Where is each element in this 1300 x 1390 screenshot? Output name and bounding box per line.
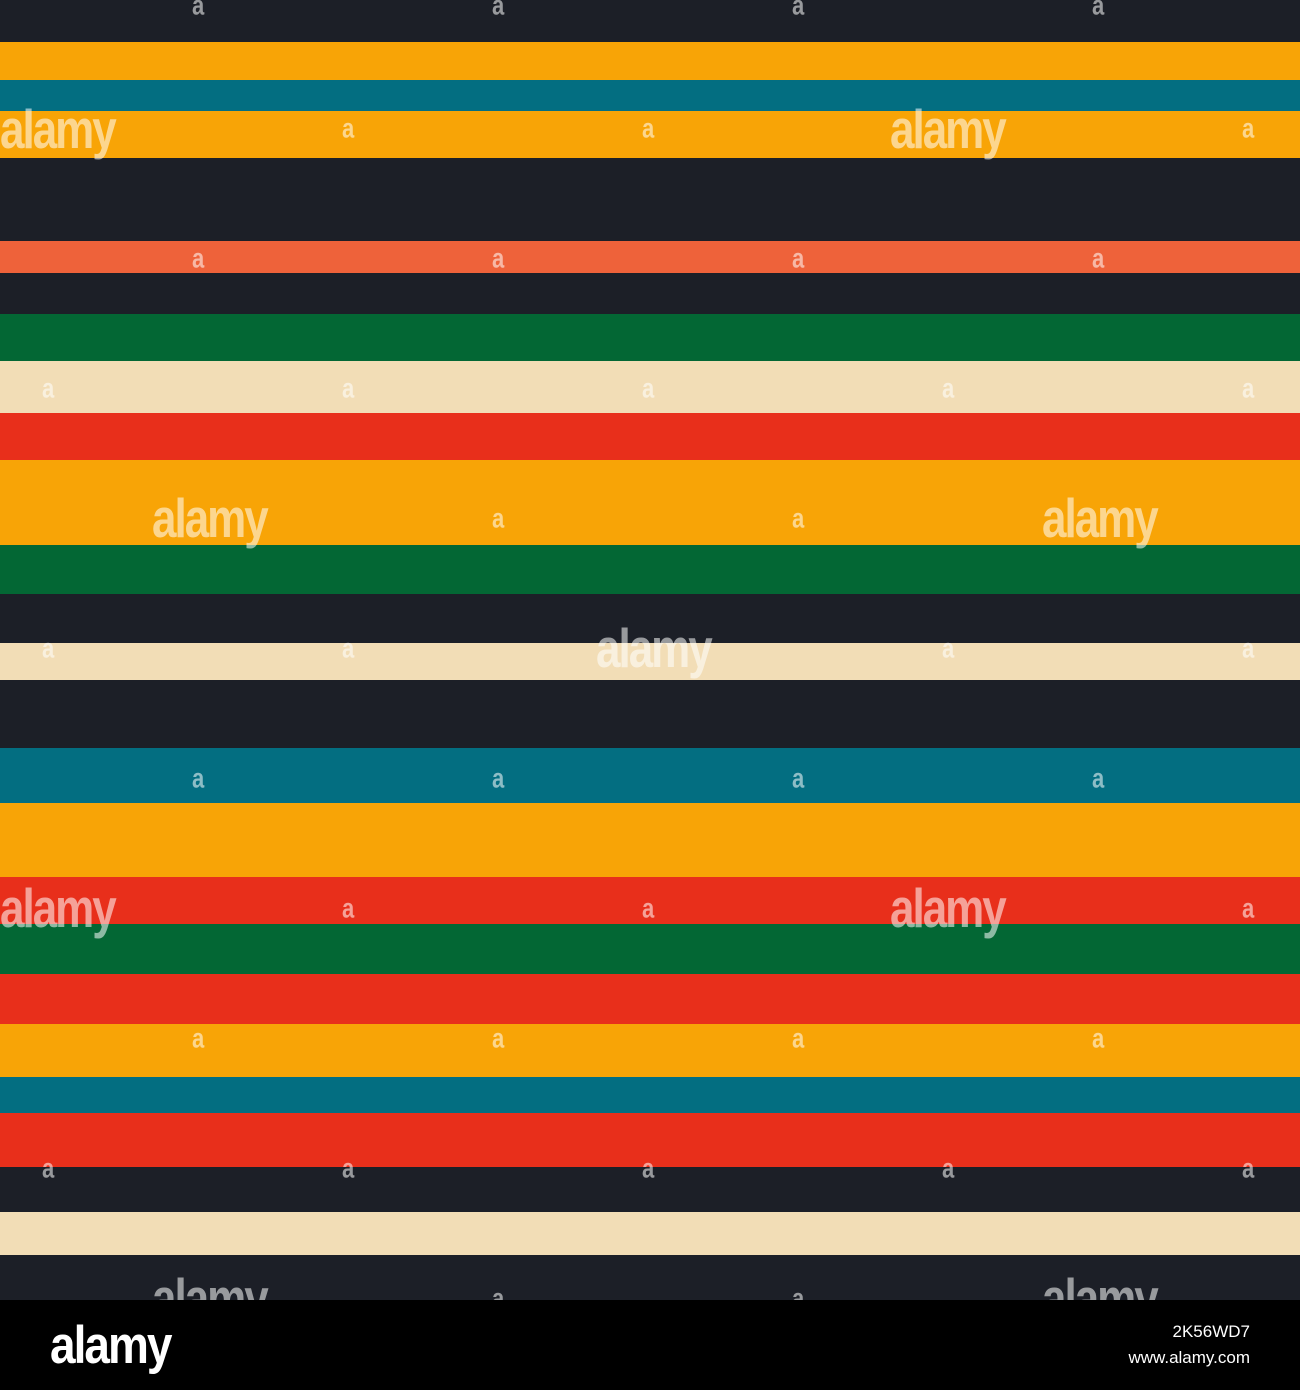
- stripe-navy: [0, 1167, 1300, 1212]
- stripe-navy: [0, 0, 1300, 42]
- watermark-mark: a: [1092, 242, 1105, 274]
- watermark-mark: a: [342, 1152, 355, 1184]
- site-url: www.alamy.com: [1128, 1348, 1250, 1367]
- watermark-mark: a: [1242, 632, 1255, 664]
- stripe-navy: [0, 158, 1300, 241]
- stripe-red: [0, 974, 1300, 1024]
- watermark-mark: a: [492, 1022, 505, 1054]
- watermark-mark: a: [42, 372, 55, 404]
- watermark-logo: alamy: [0, 878, 117, 940]
- watermark-mark: a: [342, 372, 355, 404]
- watermark-mark: a: [342, 892, 355, 924]
- stripe-teal: [0, 1077, 1300, 1113]
- watermark-mark: a: [192, 762, 205, 794]
- watermark-logo: alamy: [152, 1268, 269, 1300]
- stripe-yellow: [0, 803, 1300, 877]
- watermark-logo: alamy: [596, 618, 713, 680]
- watermark-mark: a: [642, 372, 655, 404]
- watermark-mark: a: [642, 1152, 655, 1184]
- watermark-logo: alamy: [890, 878, 1007, 940]
- watermark-mark: a: [192, 242, 205, 274]
- stripe-teal: [0, 748, 1300, 803]
- watermark-mark: a: [1242, 892, 1255, 924]
- watermark-logo: alamy: [890, 99, 1007, 161]
- watermark-mark: a: [792, 1282, 805, 1300]
- stripe-orange: [0, 241, 1300, 273]
- stripe-yellow: [0, 1024, 1300, 1077]
- watermark-mark: a: [342, 632, 355, 664]
- watermark-mark: a: [1242, 112, 1255, 144]
- watermark-logo: alamy: [0, 99, 117, 161]
- watermark-mark: a: [792, 242, 805, 274]
- stripe-cream: [0, 1212, 1300, 1255]
- watermark-mark: a: [1092, 1022, 1105, 1054]
- stripe-green: [0, 924, 1300, 974]
- footer-bar: alamy 2K56WD7 www.alamy.com: [0, 1300, 1300, 1390]
- watermark-mark: a: [492, 1282, 505, 1300]
- watermark-mark: a: [192, 0, 205, 21]
- watermark-mark: a: [792, 502, 805, 534]
- stripe-navy: [0, 1255, 1300, 1300]
- stripe-navy: [0, 680, 1300, 748]
- stripe-red: [0, 1113, 1300, 1167]
- stripe-red: [0, 413, 1300, 460]
- stripe-navy: [0, 594, 1300, 643]
- stripe-green: [0, 314, 1300, 361]
- watermark-mark: a: [1242, 372, 1255, 404]
- watermark-mark: a: [342, 112, 355, 144]
- watermark-logo: alamy: [152, 488, 269, 550]
- watermark-mark: a: [492, 242, 505, 274]
- watermark-mark: a: [642, 892, 655, 924]
- stripe-teal: [0, 80, 1300, 111]
- watermark-mark: a: [792, 762, 805, 794]
- watermark-mark: a: [942, 632, 955, 664]
- image-id: 2K56WD7: [1172, 1322, 1250, 1341]
- stripe-navy: [0, 273, 1300, 314]
- stripe-green: [0, 545, 1300, 594]
- watermark-logo: alamy: [1042, 1268, 1159, 1300]
- watermark-mark: a: [492, 502, 505, 534]
- stripe-red: [0, 877, 1300, 924]
- stripe-yellow: [0, 460, 1300, 545]
- watermark-mark: a: [42, 1152, 55, 1184]
- watermark-mark: a: [492, 762, 505, 794]
- watermark-mark: a: [192, 1022, 205, 1054]
- watermark-mark: a: [942, 372, 955, 404]
- stripe-cream: [0, 643, 1300, 680]
- stripe-cream: [0, 361, 1300, 413]
- watermark-mark: a: [792, 1022, 805, 1054]
- stripe-yellow: [0, 42, 1300, 80]
- watermark-mark: a: [642, 112, 655, 144]
- footer-logo: alamy: [50, 1314, 172, 1375]
- watermark-logo: alamy: [1042, 488, 1159, 550]
- striped-pattern: alamy alamy alamy alamy alamy alamy alamy alamy…: [0, 0, 1300, 1300]
- watermark-mark: a: [492, 0, 505, 21]
- watermark-mark: a: [1092, 762, 1105, 794]
- watermark-mark: a: [1242, 1152, 1255, 1184]
- watermark-mark: a: [1092, 0, 1105, 21]
- watermark-mark: a: [942, 1152, 955, 1184]
- watermark-mark: a: [792, 0, 805, 21]
- stripe-yellow: [0, 111, 1300, 158]
- watermark-mark: a: [42, 632, 55, 664]
